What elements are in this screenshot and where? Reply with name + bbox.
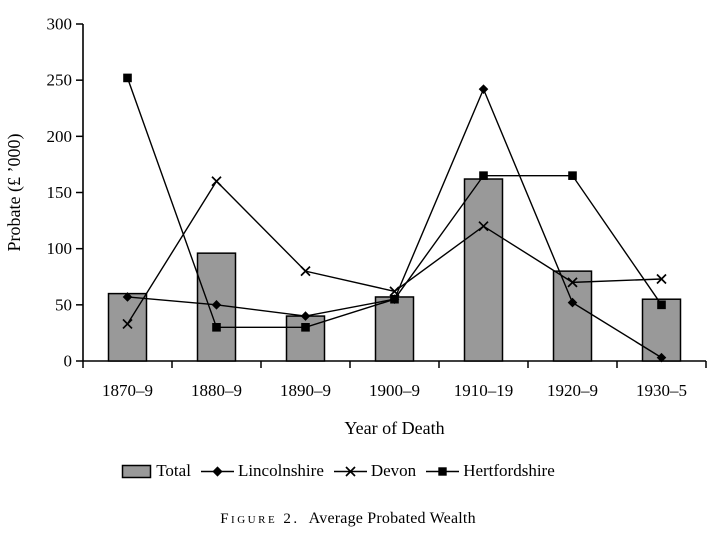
devon-marker-x <box>656 273 667 285</box>
lincolnshire-diamond-marker-icon <box>200 465 234 477</box>
y-tick-label: 300 <box>47 15 73 34</box>
hertfordshire-marker-square <box>212 323 221 332</box>
y-tick-label: 250 <box>47 71 73 90</box>
hertfordshire-marker-square <box>568 171 577 180</box>
devon-marker-x <box>478 221 489 232</box>
hertfordshire-marker-square <box>123 73 132 83</box>
devon-x-marker-icon <box>333 465 367 477</box>
legend-item-lincolnshire: Lincolnshire <box>200 461 324 481</box>
legend-label-devon: Devon <box>370 461 417 480</box>
x-axis-category-label: 1900–9 <box>369 381 420 400</box>
y-tick-label: 150 <box>47 183 73 202</box>
figure-caption: Figure 2. Average Probated Wealth <box>0 510 708 528</box>
probate-chart: 0 50 100 150 200 250 300 1870–9 1880–9 1890–9 1900… <box>4 15 707 438</box>
y-tick-label: 0 <box>64 352 73 371</box>
devon-marker-x <box>300 266 311 277</box>
lincolnshire-marker-diamond <box>300 311 311 321</box>
hertfordshire-square-marker-icon <box>426 466 460 476</box>
devon-marker-x <box>567 277 578 288</box>
x-axis-category-label: 1930–5 <box>636 381 687 400</box>
devon-marker-x <box>122 318 133 330</box>
x-axis-category-label: 1890–9 <box>280 381 331 400</box>
legend-item-devon: Devon <box>333 461 417 481</box>
hertfordshire-marker-square <box>657 300 666 310</box>
legend-item-total: Total <box>121 461 191 481</box>
x-axis-category-label: 1920–9 <box>547 381 598 400</box>
legend-label-hertfordshire: Hertfordshire <box>463 461 555 480</box>
total-bar <box>374 296 415 362</box>
figure-number-label: Figure 2. <box>220 511 300 527</box>
figure-title: Average Probated Wealth <box>308 510 476 527</box>
devon-marker-x <box>211 176 222 187</box>
y-axis-title: Probate (£ ’000) <box>4 134 25 252</box>
x-axis-category-label: 1910–19 <box>454 381 514 400</box>
lincolnshire-marker-diamond <box>122 292 133 302</box>
legend-label-lincolnshire: Lincolnshire <box>237 461 324 480</box>
devon-marker-x <box>389 286 400 297</box>
y-tick-label: 100 <box>47 239 73 258</box>
x-axis-category-label: 1870–9 <box>102 381 153 400</box>
y-tick-label: 50 <box>55 295 72 314</box>
legend-item-hertfordshire: Hertfordshire <box>426 461 555 481</box>
hertfordshire-marker-square <box>390 294 399 304</box>
hertfordshire-marker-square <box>301 323 310 332</box>
chart-legend: Total Lincolnshire Devon Hertfordshire <box>0 461 698 481</box>
total-bar <box>552 270 593 362</box>
y-tick-label: 200 <box>47 127 73 146</box>
x-axis-title: Year of Death <box>344 418 444 438</box>
lincolnshire-marker-diamond <box>211 300 222 310</box>
hertfordshire-marker-square <box>479 171 488 180</box>
legend-label-total: Total <box>156 461 191 480</box>
lincolnshire-marker-diamond <box>656 352 667 363</box>
total-bar-swatch-icon <box>121 464 152 478</box>
total-bar <box>641 298 682 362</box>
lincolnshire-marker-diamond <box>478 84 489 94</box>
lincolnshire-marker-diamond <box>567 297 578 308</box>
x-axis-category-label: 1880–9 <box>191 381 242 400</box>
total-bar <box>463 178 504 362</box>
